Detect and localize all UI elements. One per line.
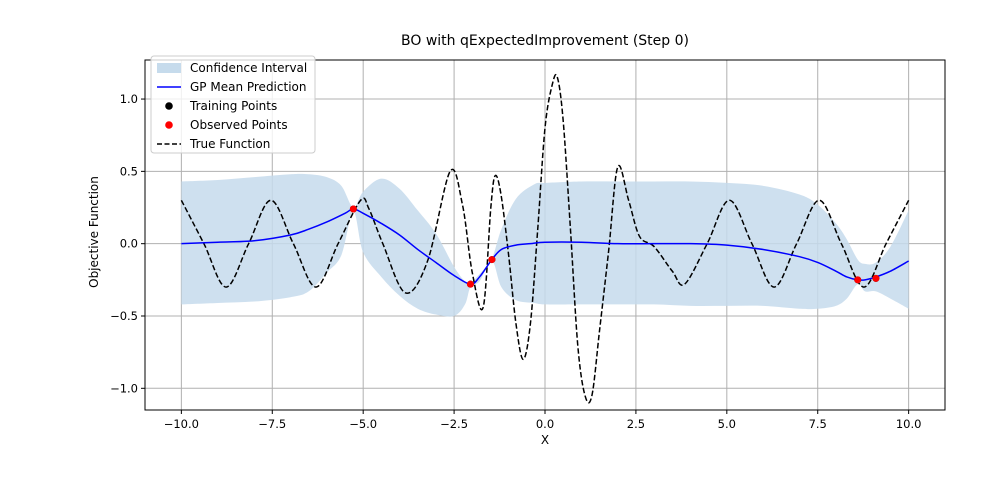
legend-label: Confidence Interval xyxy=(190,61,307,75)
x-tick-label: 5.0 xyxy=(718,417,736,431)
y-axis: −1.0 −0.5 0.0 0.5 1.0 xyxy=(110,92,145,395)
y-axis-label: Objective Function xyxy=(87,176,101,288)
legend-box xyxy=(150,55,316,154)
y-tick-label: 0.5 xyxy=(120,164,138,178)
observed-point xyxy=(488,256,496,264)
legend-label: Observed Points xyxy=(190,118,288,132)
legend-swatch-band xyxy=(157,63,181,73)
observed-point xyxy=(854,276,862,284)
x-tick-label: −5.0 xyxy=(349,417,377,431)
legend-swatch-marker xyxy=(165,102,173,110)
grid-lines xyxy=(145,60,945,410)
x-tick-label: −2.5 xyxy=(440,417,468,431)
y-tick-label: −1.0 xyxy=(110,381,138,395)
legend-label: GP Mean Prediction xyxy=(190,80,306,94)
x-axis: −10.0 −7.5 −5.0 −2.5 0.0 2.5 5.0 7.5 10.0 xyxy=(164,410,922,431)
x-tick-label: −7.5 xyxy=(258,417,286,431)
plot-area xyxy=(180,74,910,404)
legend-label: Training Points xyxy=(189,99,277,113)
observed-point xyxy=(466,280,474,288)
confidence-interval-band xyxy=(181,173,909,317)
chart-title: BO with qExpectedImprovement (Step 0) xyxy=(401,33,689,49)
x-tick-label: 0.0 xyxy=(536,417,554,431)
legend-label: True Function xyxy=(189,137,270,151)
gp-mean-line xyxy=(181,208,910,285)
x-tick-label: −10.0 xyxy=(164,417,199,431)
y-tick-label: 0.0 xyxy=(120,237,138,251)
x-tick-label: 7.5 xyxy=(809,417,827,431)
x-axis-label: X xyxy=(541,433,549,447)
true-function-line xyxy=(180,74,910,404)
legend: Confidence Interval GP Mean Prediction Tra… xyxy=(150,55,316,154)
y-tick-label: 1.0 xyxy=(120,92,138,106)
x-tick-label: 10.0 xyxy=(896,417,922,431)
legend-swatch-marker xyxy=(165,121,173,129)
observed-point xyxy=(872,274,880,282)
y-tick-label: −0.5 xyxy=(110,309,138,323)
observed-point xyxy=(349,205,357,213)
x-tick-label: 2.5 xyxy=(627,417,645,431)
